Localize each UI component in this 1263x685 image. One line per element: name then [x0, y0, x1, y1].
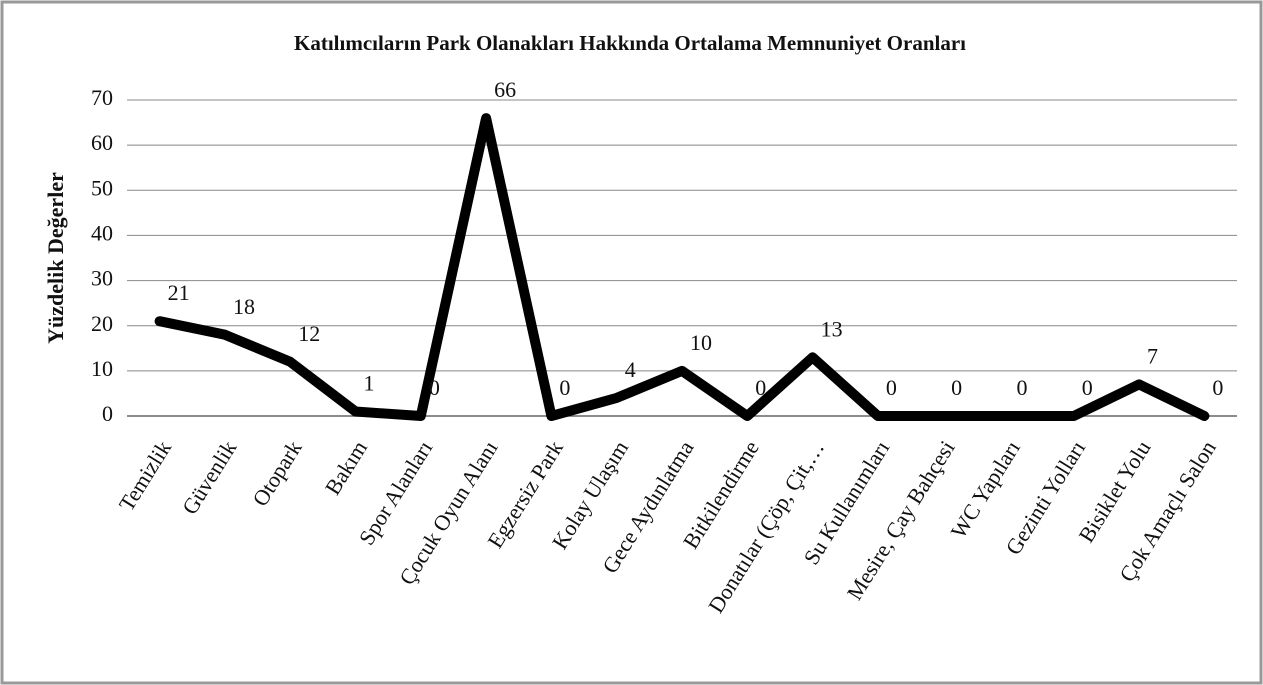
data-label: 10 [690, 330, 712, 355]
data-label: 0 [951, 375, 962, 400]
y-tick-label: 70 [91, 85, 113, 110]
y-tick-label: 0 [102, 401, 113, 426]
y-tick-label: 40 [91, 220, 113, 245]
y-tick-label: 50 [91, 175, 113, 200]
data-label: 0 [1016, 375, 1027, 400]
y-tick-label: 10 [91, 356, 113, 381]
chart-title: Katılımcıların Park Olanakları Hakkında … [294, 31, 966, 55]
data-label: 0 [1212, 375, 1223, 400]
data-label: 0 [559, 375, 570, 400]
data-label: 4 [625, 357, 636, 382]
y-tick-label: 60 [91, 130, 113, 155]
data-label: 21 [168, 280, 190, 305]
data-label: 0 [1082, 375, 1093, 400]
y-axis-label: Yüzdelik Değerler [43, 172, 68, 344]
data-label: 18 [233, 294, 255, 319]
data-label: 66 [494, 77, 516, 102]
data-label: 12 [298, 321, 320, 346]
y-tick-label: 20 [91, 311, 113, 336]
data-label: 0 [429, 375, 440, 400]
data-label: 13 [821, 316, 843, 341]
data-label: 1 [364, 371, 375, 396]
data-label: 0 [755, 375, 766, 400]
y-tick-label: 30 [91, 266, 113, 291]
data-label: 7 [1147, 343, 1158, 368]
data-label: 0 [886, 375, 897, 400]
data-line [154, 113, 1210, 421]
